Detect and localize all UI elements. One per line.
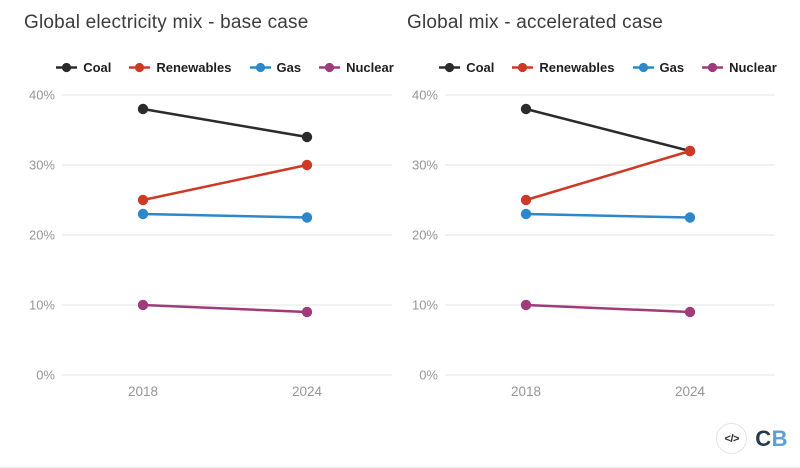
y-axis-tick-label: 40% [412,88,438,103]
data-point-gas-2018 [520,208,532,220]
legend-item-coal: Coal [439,60,494,75]
y-axis-tick-label: 20% [412,228,438,243]
legend-item-gas: Gas [249,60,302,75]
legend-marker-nuclear-icon [702,62,724,73]
line-chart-accelerated-case: 0% 10% 20% 30% 40% 2018 2024 [412,88,775,399]
code-icon: </> [716,423,748,454]
y-axis-tick-label: 30% [412,158,438,173]
legend-base-case: Coal Renewables Gas Nuclear [56,60,394,75]
legend-label: Nuclear [346,60,394,75]
legend-marker-renewables-icon [129,62,151,73]
chart-title-base-case: Global electricity mix - base case [24,12,309,33]
series-line-renewables [142,163,308,202]
data-point-nuclear-2024 [301,306,313,318]
series-line-gas [142,212,308,219]
legend-marker-gas-icon [632,62,654,73]
legend-item-nuclear: Nuclear [319,60,394,75]
x-axis-tick-label: 2024 [292,384,323,399]
data-point-renewables-2024 [684,145,696,157]
data-point-renewables-2018 [137,194,149,206]
data-point-gas-2024 [301,212,313,223]
legend-item-coal: Coal [56,60,111,75]
legend-label: Renewables [156,60,232,75]
x-axis-tick-label: 2018 [511,384,541,399]
code-icon-glyph: </> [724,432,740,445]
legend-label: Renewables [539,60,615,75]
series-line-coal [142,107,308,139]
legend-item-gas: Gas [632,60,685,75]
line-chart-base-case: 0% 10% 20% 30% 40% 2018 2024 [29,88,392,399]
data-point-nuclear-2018 [520,299,532,311]
footer-branding: </> CB [716,423,788,454]
data-point-renewables-2018 [520,194,532,206]
carbonbrief-logo-letter-b: B [771,425,788,451]
carbonbrief-logo: CB [755,425,788,451]
y-axis-tick-label: 0% [419,368,438,383]
data-point-coal-2024 [301,131,313,143]
legend-marker-coal-icon [439,62,461,73]
data-point-renewables-2024 [301,159,313,171]
legend-marker-renewables-icon [512,62,534,73]
x-axis-tick-label: 2018 [128,384,158,399]
data-point-coal-2018 [520,103,532,115]
legend-item-renewables: Renewables [129,60,232,75]
series-line-nuclear [525,303,691,314]
legend-marker-gas-icon [249,62,271,73]
y-axis-tick-label: 10% [29,298,55,313]
chart-title-accelerated-case: Global mix - accelerated case [407,12,664,33]
legend-label: Gas [659,60,685,75]
x-axis-tick-label: 2024 [675,384,706,399]
y-axis-tick-label: 30% [29,158,55,173]
y-axis-tick-label: 0% [36,368,55,383]
legend-marker-nuclear-icon [319,62,341,73]
series-line-nuclear [142,303,308,314]
legend-label: Coal [83,60,112,75]
data-point-gas-2024 [684,212,696,223]
carbonbrief-logo-letter-c: C [755,425,772,451]
data-point-nuclear-2024 [684,306,696,318]
panel-base-case: Global electricity mix - base case Coal R… [0,0,400,430]
series-line-gas [525,212,691,219]
series-line-coal [525,107,691,153]
legend-item-nuclear: Nuclear [702,60,777,75]
data-point-coal-2018 [137,103,149,115]
legend-label: Gas [276,60,302,75]
series-line-renewables [525,149,691,202]
legend-item-renewables: Renewables [512,60,615,75]
y-axis-tick-label: 40% [29,88,55,103]
legend-accelerated-case: Coal Renewables Gas Nuclear [439,60,777,75]
panel-accelerated-case: Global mix - accelerated case Coal Renewa… [383,0,783,430]
legend-label: Coal [466,60,495,75]
legend-label: Nuclear [729,60,777,75]
data-point-gas-2018 [137,208,149,220]
y-axis-tick-label: 10% [412,298,438,313]
y-axis-tick-label: 20% [29,228,55,243]
legend-marker-coal-icon [56,62,78,73]
data-point-nuclear-2018 [137,299,149,311]
